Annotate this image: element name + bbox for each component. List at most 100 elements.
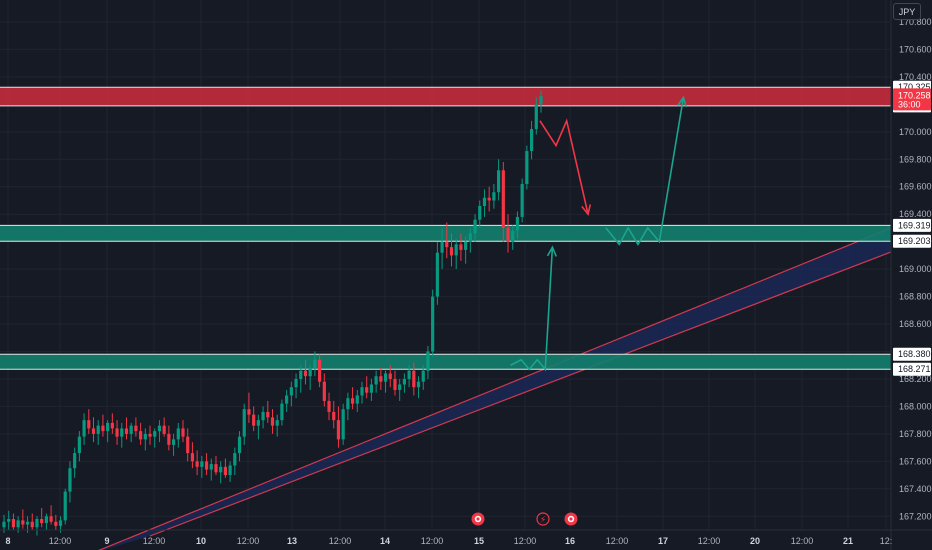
candle-body [464,241,468,250]
time-tick-label: 15 [474,536,484,546]
price-tick-label: 170.800 [899,17,932,27]
price-tick-label: 168.200 [899,374,932,384]
channel-upper-line[interactable] [90,227,892,550]
candle-body [87,420,91,429]
time-tick-label: 20 [750,536,760,546]
candle-body [82,420,86,437]
time-tick-label: 12:00 [698,536,721,546]
candle-body [157,425,162,432]
candle-body [445,241,449,248]
projection-path-up[interactable] [605,97,685,246]
candle-body [487,197,491,201]
zone-support-lower[interactable] [0,354,891,370]
candle-body [350,398,355,404]
candle-body [223,466,227,476]
candle-body [336,420,341,440]
zone-top-price-tag-bg [893,218,931,232]
candle-body [435,252,439,297]
candle-body [529,129,534,152]
candle-body [525,151,529,184]
candle-body [237,436,242,454]
price-tick-label: 167.200 [899,511,932,521]
time-tick-label: 8 [5,536,10,546]
candle-body [228,465,232,476]
projection-arrowhead[interactable] [676,95,687,108]
candle-body [341,409,345,440]
candle-body [299,370,303,379]
zone-bottom-price-tag[interactable]: 168.271 [898,364,931,374]
candle-body [520,183,524,217]
projection-path-down[interactable] [539,118,589,215]
candle-body [101,425,105,432]
zone-support-upper[interactable] [0,225,891,242]
candle-body [153,431,157,437]
zone-top-price-tag[interactable]: 168.380 [898,349,931,359]
candle-body [332,411,336,421]
candle-body [440,241,444,253]
candle-body [167,433,171,445]
projection-path-up[interactable] [510,247,554,372]
time-tick-label: 9 [104,536,109,546]
trend-channel[interactable] [90,227,892,550]
price-tick-label: 168.600 [899,319,932,329]
candlestick-series [2,90,543,536]
candle-body [195,461,199,467]
candle-body [16,520,20,528]
candle-body [318,359,322,382]
zone-resistance[interactable] [0,87,891,106]
candle-body [506,227,510,242]
zone-top-price-tag[interactable]: 169.319 [898,220,931,230]
price-tick-label: 170.400 [899,72,932,82]
candle-body [96,425,100,434]
time-tick-label: 12:00 [514,536,537,546]
candle-body [200,461,204,467]
candle-body [285,395,289,404]
time-tick-label: 12:00 [143,536,166,546]
zone-top-price-tag[interactable]: 170.325 [898,82,931,92]
candle-body [539,96,543,105]
candle-body [459,244,463,250]
candle-body [242,409,246,437]
current-price-label[interactable]: 170.258 [898,90,931,100]
candle-body [412,370,416,388]
candle-body [124,428,129,434]
time-axis[interactable]: 8 12:00 9 12:00 10 12:00 13 12:00 14 12:00 15 12:00… [0,529,932,546]
event-markers[interactable]: ⚡ [471,512,578,526]
candle-body [44,516,48,524]
candle-body [176,428,180,440]
event-icon-dot [569,517,573,521]
candle-body [431,296,435,352]
channel-lower-line[interactable] [149,251,892,537]
countdown-label: 36:00 [898,99,921,109]
projection-arrowhead[interactable] [581,204,592,216]
candle-body [534,104,538,130]
candle-body [379,376,383,382]
candle-body [402,378,406,385]
price-tick-label: 170.000 [899,127,932,137]
candle-body [346,398,350,410]
candle-body [162,425,166,434]
candle-body [501,170,505,228]
zone-top-price-tag-bg [893,347,931,361]
price-tick-label: 170.600 [899,44,932,54]
candle-body [454,244,458,256]
time-tick-label: 12:00 [606,536,629,546]
price-axis[interactable]: 170.800170.600170.400170.200170.000169.8… [890,0,932,550]
candle-body [25,521,30,525]
time-tick-label: 12:00 [421,536,444,546]
projection-arrowhead[interactable] [546,245,557,257]
zone-bottom-price-tag-bg [893,362,931,376]
price-tick-label: 169.000 [899,264,932,274]
current-price-tag-bg [893,88,931,111]
currency-label[interactable]: JPY [893,3,921,20]
projection-arrows[interactable] [510,95,687,372]
candle-body [497,170,501,193]
candle-body [270,417,275,426]
price-zones[interactable] [0,86,891,370]
candle-body [204,461,209,470]
zone-bottom-price-tag[interactable]: 169.203 [898,236,931,246]
candle-body [374,376,378,385]
earnings-icon[interactable] [536,512,550,526]
time-tick-label: 14 [380,536,390,546]
